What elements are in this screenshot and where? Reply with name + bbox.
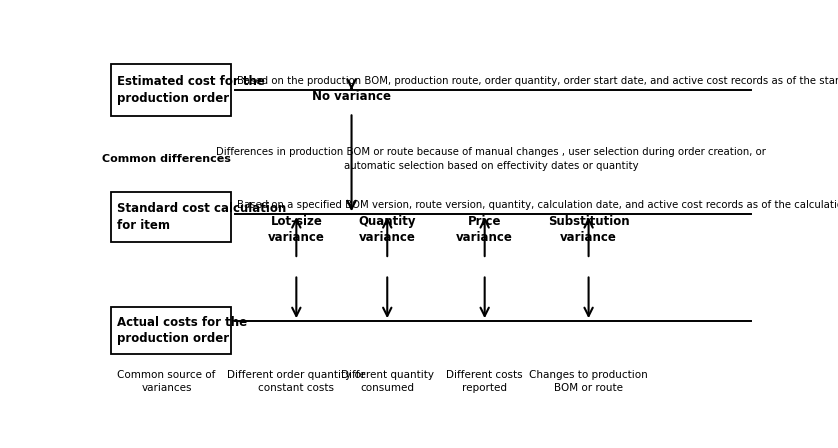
Text: Price
variance: Price variance	[456, 215, 513, 245]
Text: Common differences: Common differences	[102, 154, 231, 164]
Text: Quantity
variance: Quantity variance	[359, 215, 416, 245]
Text: Changes to production
BOM or route: Changes to production BOM or route	[530, 370, 648, 393]
Text: Estimated cost for the
production order: Estimated cost for the production order	[117, 75, 265, 105]
Bar	[111, 307, 231, 354]
Text: Standard cost calculation
for item: Standard cost calculation for item	[117, 202, 287, 232]
Bar	[111, 192, 231, 242]
Text: Actual costs for the
production order: Actual costs for the production order	[117, 316, 247, 345]
Text: Different order quantity or
constant costs: Different order quantity or constant cos…	[227, 370, 365, 393]
Text: Different costs
reported: Different costs reported	[447, 370, 523, 393]
Text: No variance: No variance	[312, 90, 391, 103]
Text: Substitution
variance: Substitution variance	[548, 215, 629, 245]
Text: Based on a specified BOM version, route version, quantity, calculation date, and: Based on a specified BOM version, route …	[237, 200, 838, 210]
Text: Differences in production BOM or route because of manual changes , user selectio: Differences in production BOM or route b…	[216, 147, 766, 171]
Text: Based on the production BOM, production route, order quantity, order start date,: Based on the production BOM, production …	[237, 76, 838, 86]
Text: Common source of
variances: Common source of variances	[117, 370, 215, 393]
Text: Lot-size
variance: Lot-size variance	[268, 215, 325, 245]
Bar	[111, 64, 231, 116]
Text: Different quantity
consumed: Different quantity consumed	[341, 370, 434, 393]
